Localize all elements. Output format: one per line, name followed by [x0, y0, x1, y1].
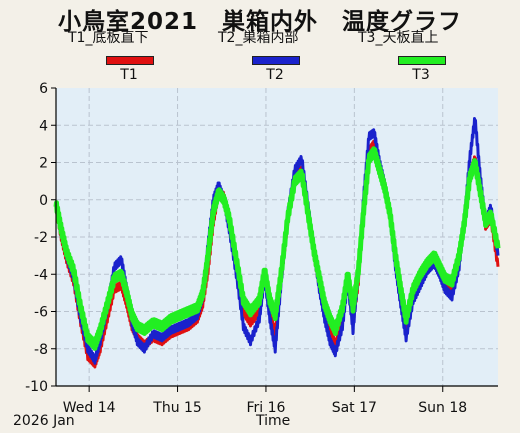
x-axis-label: Time [256, 413, 291, 429]
y-tick-label: -8 [34, 342, 48, 358]
y-tick-label: -4 [34, 267, 48, 283]
legend-swatch-t1 [106, 56, 154, 65]
legend-name-t3: T3_天板直上 [358, 30, 439, 46]
series-line-t2 [54, 117, 500, 365]
legend-code-t1: T1 [120, 67, 138, 83]
legend-name-t1: T1_底板直下 [68, 30, 149, 46]
y-tick-label: -10 [25, 379, 48, 395]
series-line-t3 [53, 146, 501, 351]
x-tick-label: Sat 17 [332, 400, 377, 416]
x-tick-label: Thu 15 [152, 400, 202, 416]
x-tick-label: Fri 16 [246, 400, 285, 416]
y-tick-label: 0 [39, 193, 48, 209]
y-tick-label: -2 [34, 230, 48, 246]
y-tick-label: 2 [39, 156, 48, 172]
legend-swatch-t3 [398, 56, 446, 65]
y-tick-label: -6 [34, 305, 48, 321]
legend-code-t2: T2 [266, 67, 284, 83]
legend-code-t3: T3 [412, 67, 430, 83]
y-tick-label: 4 [39, 118, 48, 134]
chart-title: 小鳥室2021 巣箱内外 温度グラフ [57, 9, 462, 35]
x-tick-label: Wed 14 [63, 400, 116, 416]
legend-name-t2: T2_巣箱内部 [218, 30, 299, 46]
x-tick-label: Sun 18 [418, 400, 467, 416]
legend-swatch-t2 [252, 56, 300, 65]
y-tick-label: 6 [39, 81, 48, 97]
year-label: 2026 Jan [13, 413, 75, 429]
